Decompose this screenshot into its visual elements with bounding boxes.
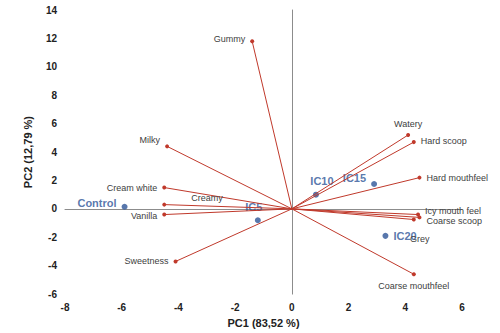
- svg-text:PC1 (83,52 %): PC1 (83,52 %): [227, 317, 299, 329]
- svg-text:-6: -6: [117, 302, 126, 313]
- svg-text:4: 4: [51, 147, 57, 158]
- svg-text:PC2 (12,79 %): PC2 (12,79 %): [22, 116, 34, 188]
- svg-text:Hard mouthfeel: Hard mouthfeel: [426, 173, 488, 183]
- svg-text:-2: -2: [48, 232, 57, 243]
- svg-text:10: 10: [46, 61, 58, 72]
- svg-text:IC15: IC15: [342, 172, 367, 184]
- svg-text:Coarse mouthfeel: Coarse mouthfeel: [378, 281, 449, 291]
- svg-text:6: 6: [51, 118, 57, 129]
- svg-text:-6: -6: [48, 289, 57, 300]
- svg-text:-2: -2: [231, 302, 240, 313]
- svg-text:14: 14: [46, 5, 58, 16]
- svg-text:Hard scoop: Hard scoop: [421, 136, 467, 146]
- svg-text:Coarse scoop: Coarse scoop: [426, 216, 482, 226]
- svg-text:IC10: IC10: [310, 175, 333, 187]
- svg-text:0: 0: [51, 203, 57, 214]
- svg-text:Vanilla: Vanilla: [131, 211, 157, 221]
- svg-text:4: 4: [403, 302, 409, 313]
- svg-text:Gummy: Gummy: [214, 34, 246, 44]
- svg-text:Cream white: Cream white: [107, 183, 158, 193]
- svg-text:Watery: Watery: [394, 119, 423, 129]
- svg-text:8: 8: [51, 90, 57, 101]
- svg-text:6: 6: [459, 302, 465, 313]
- svg-text:Sweetness: Sweetness: [125, 256, 170, 266]
- svg-text:Grey: Grey: [410, 234, 430, 244]
- svg-text:2: 2: [51, 175, 57, 186]
- svg-text:IC5: IC5: [245, 200, 263, 213]
- svg-text:2: 2: [346, 302, 352, 313]
- svg-text:IC20: IC20: [393, 229, 417, 242]
- svg-text:-8: -8: [61, 302, 70, 313]
- svg-text:-4: -4: [174, 302, 183, 313]
- svg-text:0: 0: [289, 302, 295, 313]
- svg-text:Creamy: Creamy: [191, 193, 223, 203]
- svg-text:12: 12: [46, 33, 58, 44]
- svg-text:-4: -4: [48, 260, 57, 271]
- svg-text:Icy mouth feel: Icy mouth feel: [425, 206, 481, 216]
- svg-text:Milky: Milky: [140, 135, 161, 145]
- svg-text:Control: Control: [77, 197, 116, 209]
